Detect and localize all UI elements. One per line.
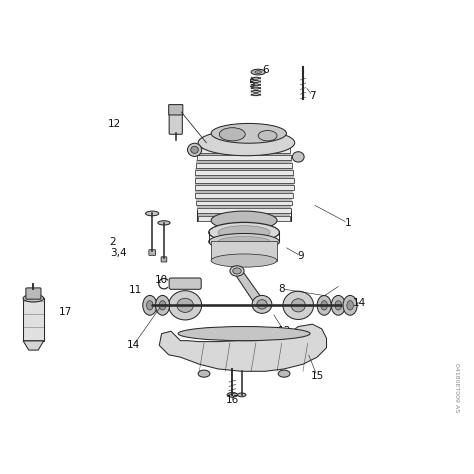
Bar <box>195 193 293 198</box>
Ellipse shape <box>23 294 44 302</box>
Bar <box>211 241 277 261</box>
Ellipse shape <box>292 152 304 162</box>
Text: 11: 11 <box>129 285 142 295</box>
Ellipse shape <box>343 295 357 315</box>
Text: 17: 17 <box>58 308 72 318</box>
Ellipse shape <box>218 226 270 239</box>
Polygon shape <box>23 341 44 350</box>
Text: 04180ET009 AS: 04180ET009 AS <box>454 363 459 412</box>
Ellipse shape <box>331 295 346 315</box>
Bar <box>197 208 291 213</box>
Bar <box>196 201 292 205</box>
Bar <box>196 198 292 201</box>
Text: 9: 9 <box>297 251 304 261</box>
Bar <box>195 175 293 178</box>
Ellipse shape <box>257 300 267 309</box>
Ellipse shape <box>198 130 295 156</box>
Text: 14: 14 <box>127 340 140 350</box>
Text: 5: 5 <box>248 79 255 89</box>
Bar <box>196 163 292 168</box>
Ellipse shape <box>291 299 305 312</box>
Ellipse shape <box>252 295 272 313</box>
Ellipse shape <box>158 221 170 225</box>
FancyBboxPatch shape <box>169 114 182 134</box>
Text: 1: 1 <box>345 218 351 228</box>
Ellipse shape <box>258 130 277 141</box>
Ellipse shape <box>155 295 170 315</box>
Text: 12: 12 <box>108 119 121 129</box>
Bar <box>198 213 290 216</box>
Ellipse shape <box>317 295 331 315</box>
Text: 16: 16 <box>226 394 239 405</box>
Ellipse shape <box>230 266 244 276</box>
Text: 10: 10 <box>155 275 168 285</box>
Text: 13: 13 <box>277 326 291 336</box>
Ellipse shape <box>191 146 198 154</box>
Ellipse shape <box>159 301 166 310</box>
Polygon shape <box>232 270 265 305</box>
Bar <box>197 155 291 160</box>
Ellipse shape <box>188 143 201 156</box>
Bar <box>195 170 293 175</box>
FancyBboxPatch shape <box>161 257 167 262</box>
Text: 7: 7 <box>309 91 316 100</box>
Ellipse shape <box>237 393 246 397</box>
Ellipse shape <box>169 291 201 320</box>
Ellipse shape <box>209 222 279 242</box>
Bar <box>195 183 293 185</box>
Ellipse shape <box>255 71 262 73</box>
FancyBboxPatch shape <box>26 288 41 299</box>
FancyBboxPatch shape <box>149 250 155 255</box>
Ellipse shape <box>178 327 310 341</box>
Text: 8: 8 <box>278 284 285 294</box>
Bar <box>198 148 290 153</box>
Bar <box>196 160 292 163</box>
Ellipse shape <box>211 123 286 143</box>
Bar <box>197 205 291 208</box>
Bar <box>198 145 290 148</box>
Bar <box>195 191 293 193</box>
Bar <box>195 178 293 183</box>
Ellipse shape <box>209 234 279 250</box>
Bar <box>195 185 293 191</box>
Text: 15: 15 <box>310 371 324 381</box>
Ellipse shape <box>146 211 159 216</box>
Ellipse shape <box>283 291 314 319</box>
Text: 6: 6 <box>262 65 269 75</box>
Ellipse shape <box>233 268 241 274</box>
Text: 2: 2 <box>109 237 116 246</box>
Bar <box>197 153 291 155</box>
Text: 3,4: 3,4 <box>110 248 127 258</box>
Ellipse shape <box>198 370 210 377</box>
Bar <box>23 298 44 341</box>
Ellipse shape <box>321 301 328 310</box>
Ellipse shape <box>278 370 290 377</box>
FancyBboxPatch shape <box>169 105 183 115</box>
Polygon shape <box>159 324 327 371</box>
Ellipse shape <box>143 295 157 315</box>
Ellipse shape <box>227 392 237 397</box>
Text: 14: 14 <box>353 298 366 308</box>
Ellipse shape <box>177 298 193 312</box>
FancyBboxPatch shape <box>169 278 201 289</box>
Ellipse shape <box>219 128 245 141</box>
Ellipse shape <box>146 301 153 310</box>
Ellipse shape <box>211 211 277 230</box>
Ellipse shape <box>335 301 342 310</box>
Ellipse shape <box>218 237 270 247</box>
Bar <box>198 216 290 220</box>
Ellipse shape <box>251 69 265 75</box>
Ellipse shape <box>347 301 354 310</box>
Bar <box>195 168 293 170</box>
Ellipse shape <box>211 254 277 267</box>
